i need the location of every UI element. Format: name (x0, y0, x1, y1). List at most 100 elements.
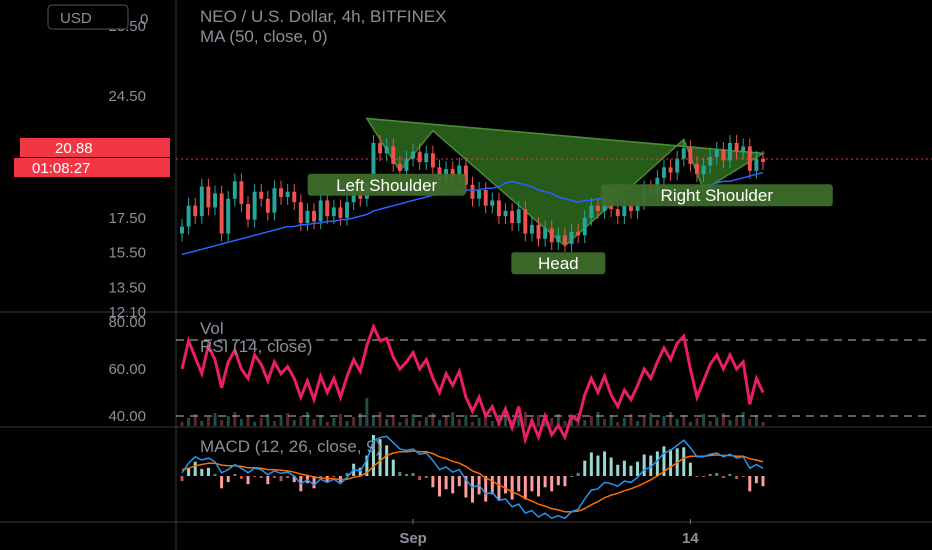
candle (582, 210, 587, 244)
price-badge-value: 20.88 (55, 140, 93, 157)
candle (411, 143, 416, 167)
time-axis[interactable]: Sep 14 (399, 519, 699, 547)
annotation-box[interactable]: Right Shoulder (600, 184, 833, 207)
macd-hist-bar (642, 454, 646, 476)
macd-hist-bar (312, 476, 316, 489)
candle (576, 223, 581, 244)
volume-bar (457, 419, 461, 426)
volume-bar (655, 420, 659, 426)
macd-hist-bar (728, 473, 732, 476)
macd-hist-bar (721, 476, 725, 479)
macd-hist-bar (391, 459, 395, 476)
macd-hist-bar (662, 446, 666, 476)
candle (239, 173, 244, 212)
macd-hist-bar (220, 476, 224, 489)
candle (180, 218, 184, 242)
price-tick-label: 12.10 (108, 304, 146, 321)
macd-hist-bar (570, 476, 574, 477)
macd-hist-bar (622, 460, 626, 476)
candle (569, 223, 574, 252)
annotations: Left Shoulder Head Right Shoulder (307, 173, 833, 275)
rsi-pane[interactable] (176, 322, 932, 446)
macd-hist-bar (378, 439, 382, 476)
candle (424, 145, 429, 170)
macd-hist-bar (424, 476, 428, 479)
volume-bar (517, 416, 521, 426)
macd-hist-bar (616, 464, 620, 476)
volume-bar (669, 412, 673, 426)
price-axis[interactable]: 28.5024.5017.5015.5013.5012.1080.0060.00… (108, 18, 146, 425)
macd-hist-bar (418, 476, 422, 481)
volume-bar (411, 414, 415, 426)
volume-bar (404, 418, 408, 426)
macd-hist-bar (457, 476, 461, 487)
annotation-box[interactable]: Left Shoulder (307, 173, 466, 196)
candle (252, 183, 257, 228)
macd-hist-bar (649, 455, 653, 476)
macd-pane[interactable] (180, 435, 765, 520)
macd-hist-bar (266, 476, 270, 485)
volume-bar (444, 416, 448, 426)
countdown-value: 01:08:27 (32, 160, 90, 177)
volume-bar (682, 415, 686, 426)
macd-hist-bar (332, 476, 336, 478)
volume-bar (259, 418, 263, 426)
ma-indicator-label: MA (50, close, 0) (200, 27, 328, 46)
price-pane[interactable]: Left Shoulder Head Right Shoulder (176, 117, 932, 275)
volume-bar (537, 415, 541, 426)
volume-bar (398, 422, 402, 426)
volume-bar (345, 421, 349, 426)
volume-bar (642, 417, 646, 426)
volume-bar (286, 413, 290, 426)
currency-button[interactable] (47, 4, 129, 30)
candle (536, 217, 541, 247)
volume-bar (504, 413, 508, 426)
volume-bar (748, 419, 752, 426)
volume-bar (741, 412, 745, 426)
volume-bar (471, 422, 474, 426)
candle (747, 138, 752, 179)
rsi-bands (176, 339, 932, 417)
price-tick-label: 15.50 (108, 245, 146, 262)
macd-hist-bar (451, 476, 455, 494)
annotation-label: Head (538, 254, 579, 273)
candle (681, 140, 686, 167)
macd-hist-bar (226, 476, 230, 483)
volume-bar (193, 414, 197, 426)
volume-bar (603, 419, 607, 426)
macd-hist-bar (504, 476, 508, 494)
rsi-tick-label: 80.00 (108, 314, 146, 331)
rsi-title: RSI (14, close) (200, 337, 312, 356)
macd-hist-bar (636, 461, 640, 476)
volume-bar (721, 413, 725, 426)
volume-bar (451, 412, 455, 426)
candle (734, 135, 739, 160)
candle (543, 220, 548, 247)
volume-bar (246, 415, 250, 426)
volume-bar (352, 417, 356, 426)
currency-label: USD (60, 10, 92, 27)
candle (589, 197, 594, 226)
volume-bar (596, 412, 600, 426)
candle (186, 197, 191, 235)
macd-hist-bar (669, 449, 673, 476)
macd-hist-bar (358, 467, 362, 476)
macd-hist-bar (761, 476, 765, 487)
volume-bar (253, 422, 257, 426)
annotation-box[interactable]: Head (511, 252, 606, 275)
macd-hist-bar (239, 476, 243, 480)
candle (325, 192, 330, 224)
candle (331, 199, 336, 224)
volume-bar (272, 421, 276, 426)
candle (694, 156, 699, 183)
macd-hist-bar (292, 476, 296, 483)
rsi-line (180, 322, 765, 446)
volume-bar (662, 416, 666, 426)
volume-bar (279, 417, 283, 426)
volume-bar (213, 413, 217, 426)
volume-bar (431, 413, 435, 426)
volume-label: Vol (200, 319, 224, 338)
candle (272, 180, 277, 221)
macd-hist-bar (523, 476, 527, 500)
